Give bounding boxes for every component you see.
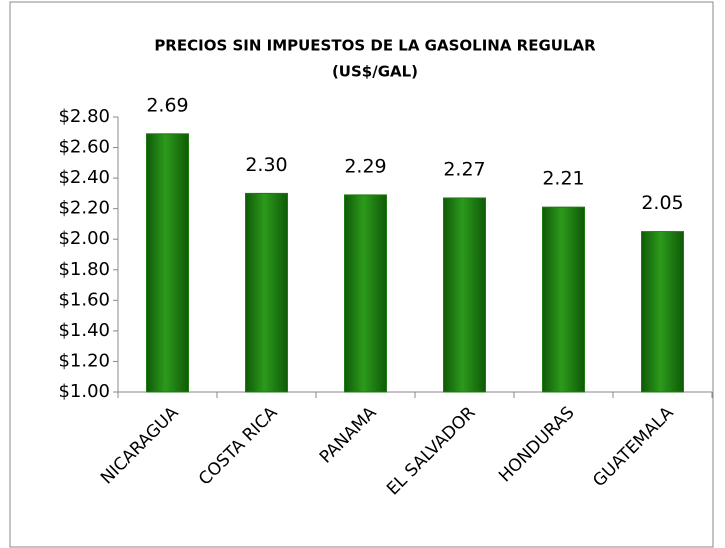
- y-tick-label: $1.60: [58, 289, 110, 310]
- x-tick-label: HONDURAS: [495, 403, 578, 486]
- y-tick-label: $2.40: [58, 167, 110, 188]
- y-tick-label: $2.20: [58, 198, 110, 219]
- y-tick-label: $1.80: [58, 259, 110, 280]
- x-tick-label: EL SALVADOR: [383, 403, 480, 500]
- bar: [642, 232, 684, 392]
- value-label: 2.27: [443, 158, 485, 180]
- y-tick-label: $1.20: [58, 350, 110, 371]
- value-label: 2.69: [146, 94, 188, 116]
- value-label: 2.21: [542, 168, 584, 190]
- bar: [147, 134, 189, 392]
- x-tick-label: COSTA RICA: [195, 403, 282, 490]
- x-tick-label: PANAMA: [316, 403, 381, 468]
- y-tick-label: $2.00: [58, 228, 110, 249]
- x-tick-label: GUATEMALA: [589, 403, 678, 492]
- y-tick-label: $1.40: [58, 320, 110, 341]
- bar: [246, 193, 288, 392]
- chart-subtitle: (US$/GAL): [332, 63, 418, 81]
- y-tick-label: $2.60: [58, 137, 110, 158]
- value-label: 2.29: [344, 155, 386, 177]
- bar: [444, 198, 486, 392]
- value-label: 2.30: [245, 154, 287, 176]
- chart: PRECIOS SIN IMPUESTOS DE LA GASOLINA REG…: [0, 0, 725, 548]
- bar: [345, 195, 387, 392]
- y-tick-label: $2.80: [58, 106, 110, 127]
- bar: [543, 207, 585, 392]
- page: PRECIOS SIN IMPUESTOS DE LA GASOLINA REG…: [0, 0, 725, 548]
- chart-title: PRECIOS SIN IMPUESTOS DE LA GASOLINA REG…: [154, 37, 596, 55]
- x-tick-label: NICARAGUA: [97, 403, 183, 489]
- y-tick-label: $1.00: [58, 381, 110, 402]
- value-label: 2.05: [641, 192, 683, 214]
